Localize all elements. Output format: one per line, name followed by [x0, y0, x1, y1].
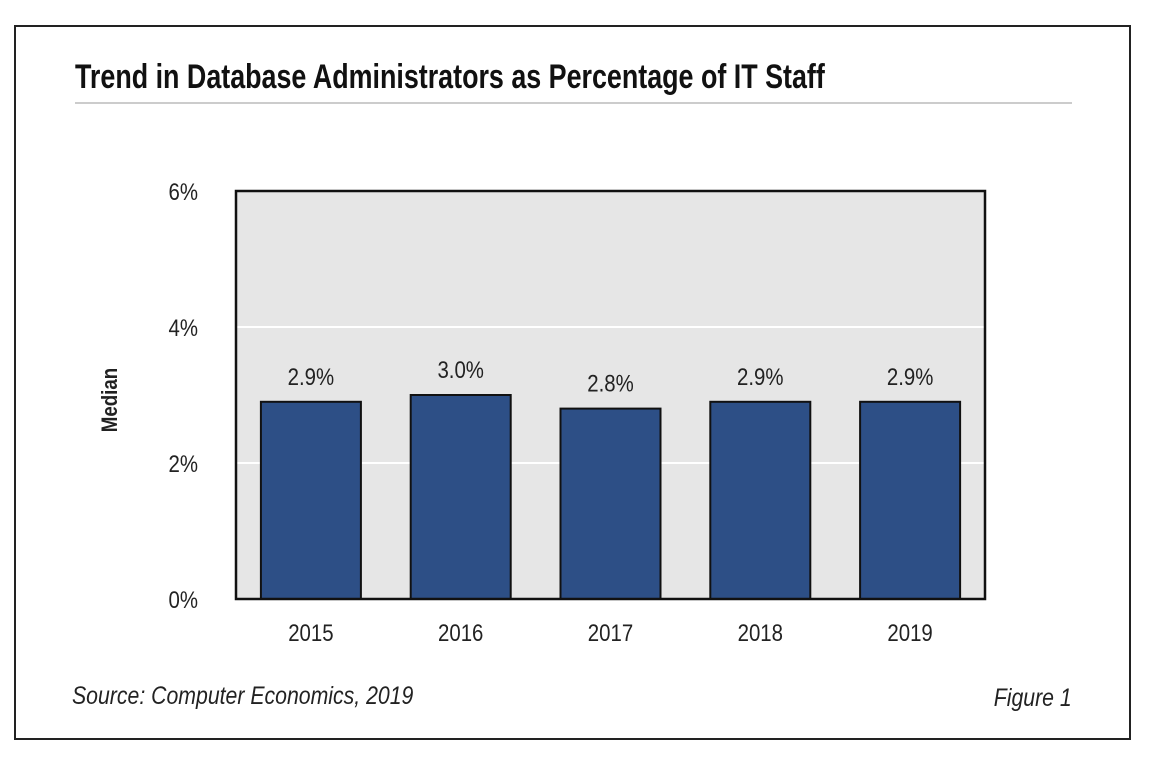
figure-label: Figure 1 — [994, 684, 1072, 712]
plot-border — [234, 189, 987, 601]
x-tick-label: 2016 — [438, 619, 483, 646]
data-label: 2.9% — [887, 363, 933, 390]
data-label: 2.8% — [587, 370, 633, 397]
x-tick-label: 2015 — [288, 619, 333, 646]
data-label: 2.9% — [288, 363, 334, 390]
data-label: 2.9% — [737, 363, 783, 390]
title-rule — [75, 102, 1072, 104]
y-tick-label: 0% — [169, 586, 198, 613]
bar — [709, 400, 812, 600]
x-tick-label: 2017 — [588, 619, 633, 646]
bar — [559, 407, 662, 600]
bar — [859, 400, 962, 600]
source-note: Source: Computer Economics, 2019 — [72, 682, 414, 710]
bar — [409, 394, 512, 600]
figure-frame — [14, 25, 1131, 740]
y-tick-label: 6% — [169, 178, 198, 205]
y-tick-label: 2% — [169, 450, 198, 477]
chart-title: Trend in Database Administrators as Perc… — [75, 58, 825, 96]
y-tick-label: 4% — [169, 314, 198, 341]
bar — [259, 400, 362, 600]
x-tick-label: 2019 — [887, 619, 932, 646]
x-tick-label: 2018 — [738, 619, 783, 646]
data-label: 3.0% — [437, 356, 483, 383]
